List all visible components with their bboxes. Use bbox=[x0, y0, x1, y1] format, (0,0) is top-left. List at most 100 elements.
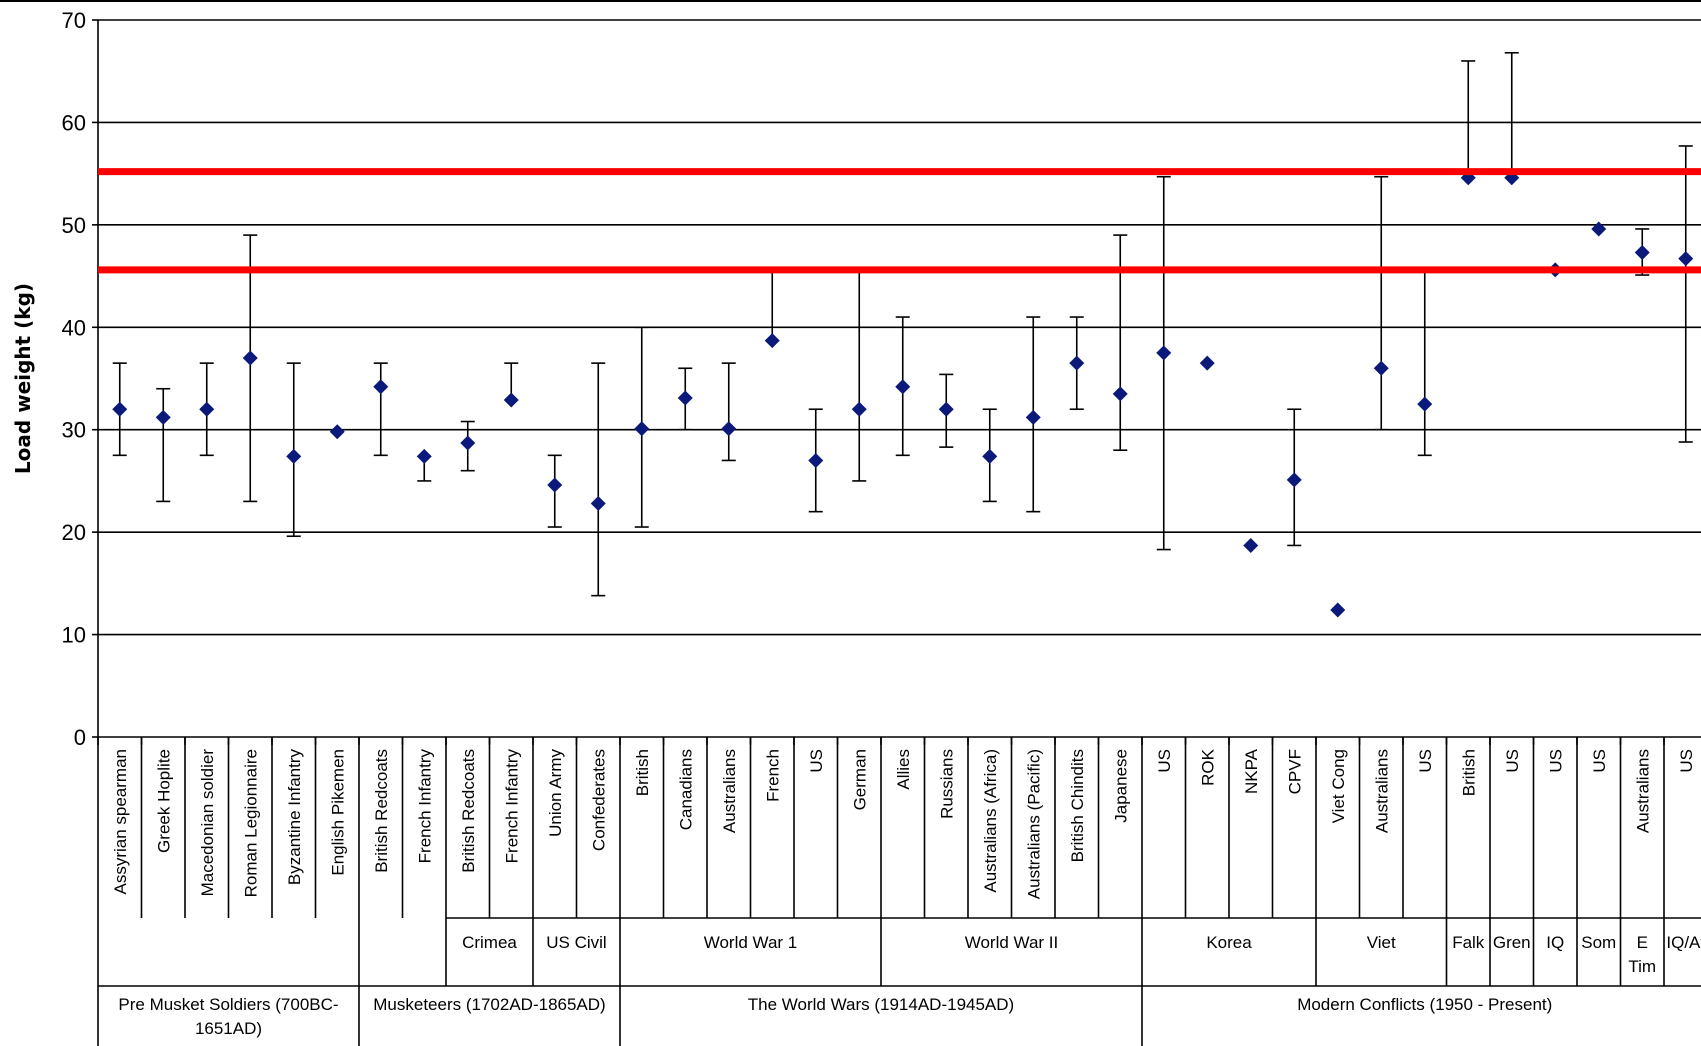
data-point bbox=[764, 333, 780, 349]
data-point bbox=[1373, 360, 1389, 376]
data-point bbox=[460, 435, 476, 451]
data-point bbox=[677, 390, 693, 406]
subgroup-label: IQ bbox=[1546, 933, 1564, 952]
subgroup-label: IQ/Af bbox=[1666, 933, 1701, 952]
category-label: Assyrian spearman bbox=[111, 749, 130, 895]
category-label: French Infantry bbox=[415, 749, 434, 864]
data-point bbox=[329, 424, 345, 440]
category-label: US bbox=[1416, 749, 1435, 773]
subgroup-label: Viet bbox=[1367, 933, 1396, 952]
data-point bbox=[1591, 221, 1607, 237]
category-label: US bbox=[1546, 749, 1565, 773]
subgroup-label: Crimea bbox=[462, 933, 517, 952]
category-label: Confederates bbox=[589, 749, 608, 851]
category-label: NKPA bbox=[1242, 748, 1261, 794]
data-point bbox=[1678, 251, 1694, 267]
data-point bbox=[721, 421, 737, 437]
category-label: Australians bbox=[720, 749, 739, 833]
category-label: Greek Hoplite bbox=[154, 749, 173, 853]
category-label: US bbox=[1155, 749, 1174, 773]
data-point bbox=[155, 409, 171, 425]
category-label: Union Army bbox=[546, 749, 565, 837]
era-label: The World Wars (1914AD-1945AD) bbox=[748, 995, 1014, 1014]
data-point bbox=[503, 392, 519, 408]
category-label: Australians bbox=[1633, 749, 1652, 833]
subgroup-label: E bbox=[1637, 933, 1648, 952]
data-point bbox=[895, 379, 911, 395]
y-axis-title: Load weight (kg) bbox=[11, 283, 35, 474]
category-label: Russians bbox=[937, 749, 956, 819]
y-tick-label: 0 bbox=[74, 725, 86, 750]
data-point bbox=[416, 448, 432, 464]
category-label: English Pikemen bbox=[328, 749, 347, 876]
data-point bbox=[938, 401, 954, 417]
category-label: Allies bbox=[894, 749, 913, 790]
subgroup-label: World War II bbox=[965, 933, 1059, 952]
y-tick-label: 50 bbox=[62, 213, 86, 238]
data-point bbox=[851, 401, 867, 417]
y-tick-label: 70 bbox=[62, 8, 86, 33]
subgroup-label: US Civil bbox=[546, 933, 606, 952]
data-point bbox=[1156, 345, 1172, 361]
data-point bbox=[1025, 409, 1041, 425]
category-label: British Chindits bbox=[1068, 749, 1087, 862]
data-point bbox=[373, 379, 389, 395]
subgroup-label: Korea bbox=[1206, 933, 1252, 952]
data-point bbox=[1330, 602, 1346, 618]
data-point bbox=[286, 448, 302, 464]
category-label: US bbox=[807, 749, 826, 773]
data-point bbox=[634, 421, 650, 437]
category-label: Australians (Pacific) bbox=[1024, 749, 1043, 899]
subgroup-label: Som bbox=[1581, 933, 1616, 952]
y-tick-label: 20 bbox=[62, 520, 86, 545]
category-label: Australians bbox=[1372, 749, 1391, 833]
data-point bbox=[808, 452, 824, 468]
data-point bbox=[199, 401, 215, 417]
data-point bbox=[1069, 355, 1085, 371]
data-point bbox=[982, 448, 998, 464]
subgroup-label: Gren bbox=[1493, 933, 1531, 952]
category-label: Viet Cong bbox=[1329, 749, 1348, 823]
y-tick-label: 30 bbox=[62, 418, 86, 443]
category-label: British Redcoats bbox=[372, 749, 391, 873]
category-label: Canadians bbox=[676, 749, 695, 830]
category-label: ROK bbox=[1198, 748, 1217, 786]
data-point bbox=[547, 477, 563, 493]
category-label: Roman Legionnaire bbox=[241, 749, 260, 897]
category-label: Macedonian soldier bbox=[198, 749, 217, 897]
category-label: US bbox=[1590, 749, 1609, 773]
category-label: French Infantry bbox=[502, 749, 521, 864]
subgroup-label: Tim bbox=[1628, 957, 1656, 976]
subgroup-label: World War 1 bbox=[704, 933, 798, 952]
category-label: Australians (Africa) bbox=[981, 749, 1000, 893]
era-label: Musketeers (1702AD-1865AD) bbox=[373, 995, 605, 1014]
data-point bbox=[242, 350, 258, 366]
data-point bbox=[1634, 245, 1650, 261]
category-label: French bbox=[763, 749, 782, 802]
y-tick-label: 60 bbox=[62, 110, 86, 135]
y-tick-label: 40 bbox=[62, 315, 86, 340]
category-label: US bbox=[1503, 749, 1522, 773]
data-point bbox=[1112, 386, 1128, 402]
category-label: Japanese bbox=[1111, 749, 1130, 823]
category-label: British bbox=[1459, 749, 1478, 796]
category-label: British bbox=[633, 749, 652, 796]
era-label: 1651AD) bbox=[195, 1019, 262, 1038]
data-point bbox=[1286, 472, 1302, 488]
era-label: Modern Conflicts (1950 - Present) bbox=[1297, 995, 1552, 1014]
data-point bbox=[590, 495, 606, 511]
category-label: British Redcoats bbox=[459, 749, 478, 873]
era-label: Pre Musket Soldiers (700BC- bbox=[118, 995, 338, 1014]
category-label: US bbox=[1677, 749, 1696, 773]
y-tick-label: 10 bbox=[62, 623, 86, 648]
category-label: CPVF bbox=[1285, 749, 1304, 794]
subgroup-label: Falk bbox=[1452, 933, 1485, 952]
category-label: Byzantine Infantry bbox=[285, 749, 304, 886]
data-point bbox=[1417, 396, 1433, 412]
data-point bbox=[1243, 537, 1259, 553]
data-point bbox=[112, 401, 128, 417]
data-point bbox=[1199, 355, 1215, 371]
